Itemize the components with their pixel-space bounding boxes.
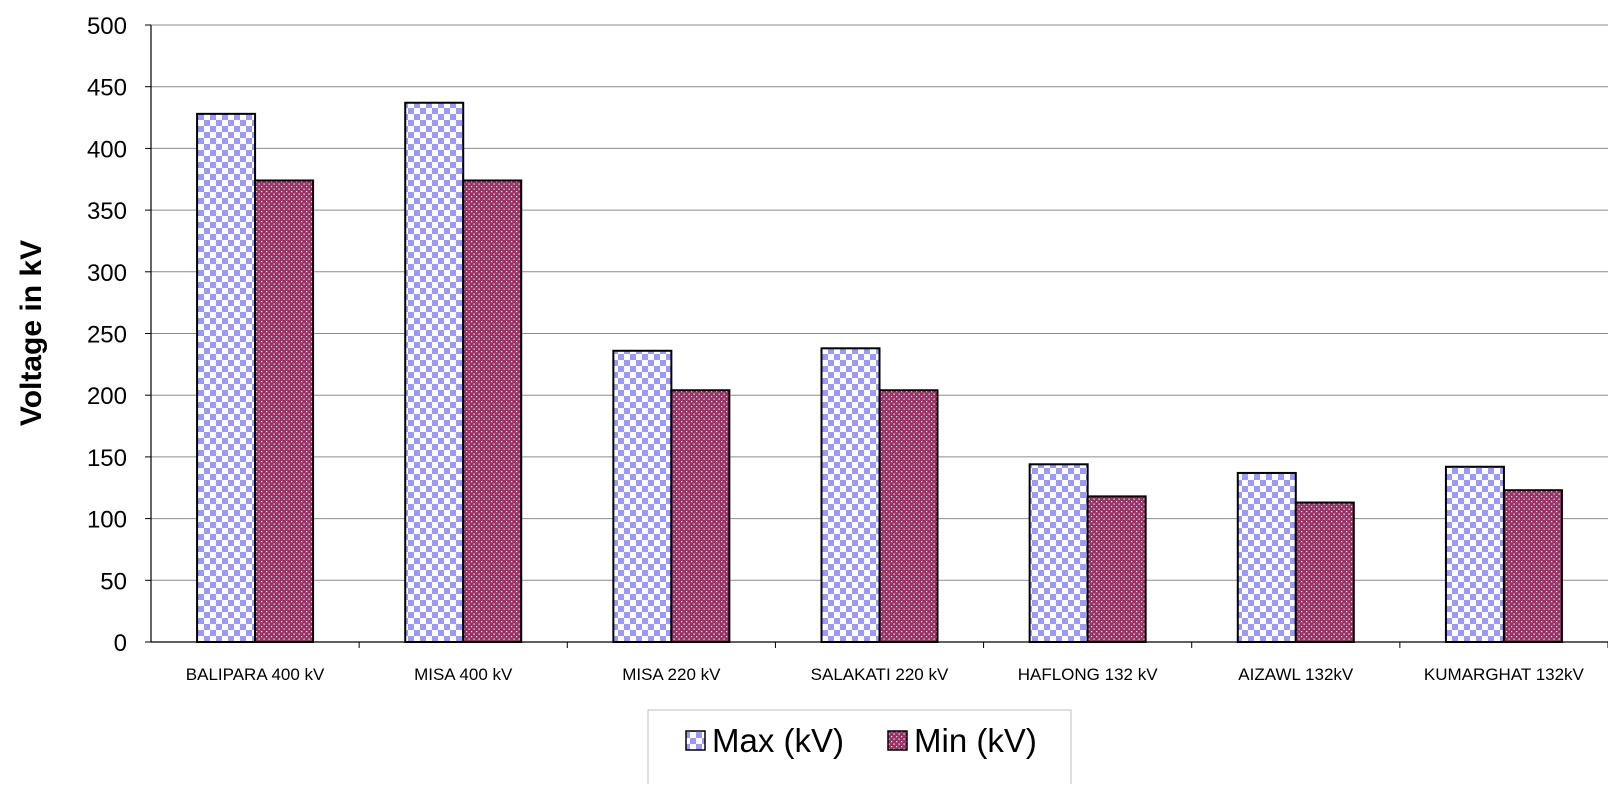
y-tick-label: 0	[114, 630, 127, 657]
legend-swatch-max	[685, 730, 706, 751]
min-bar-2	[462, 179, 523, 643]
max-bar-2	[404, 101, 465, 643]
x-tick-labels: BALIPARA 400 kV MISA 400 kV MISA 220 kV SAL…	[186, 665, 1585, 684]
min-bar-7	[1502, 489, 1563, 643]
y-tick-label: 450	[87, 75, 127, 102]
legend-label-min: Min (kV)	[914, 722, 1037, 759]
legend-swatch-min	[887, 730, 908, 751]
legend-box	[647, 709, 1072, 789]
bar-group	[196, 101, 1563, 644]
min-bar-5	[1086, 495, 1147, 643]
max-bar-1	[196, 112, 257, 643]
y-tick-label: 250	[87, 322, 127, 349]
max-bar-7	[1444, 465, 1505, 643]
x-tick-label: MISA 220 kV	[622, 665, 721, 684]
x-tick-label: KUMARGHAT 132kV	[1424, 665, 1585, 684]
y-tick-label: 50	[100, 568, 127, 595]
y-tick-label: 200	[87, 383, 127, 410]
x-tick-label: MISA 400 kV	[414, 665, 513, 684]
y-tick-labels: 0 50 100 150 200 250 300 350 400 450 500	[87, 13, 127, 657]
y-tick-label: 400	[87, 136, 127, 163]
min-bar-4	[878, 389, 939, 643]
y-tick-label: 150	[87, 445, 127, 472]
max-bar-3	[612, 349, 673, 643]
max-bar-5	[1028, 463, 1089, 643]
axes	[145, 24, 1608, 648]
min-bar-3	[670, 389, 731, 643]
y-tick-label: 500	[87, 13, 127, 40]
x-tick-label: BALIPARA 400 kV	[186, 665, 325, 684]
legend-label-max: Max (kV)	[712, 722, 844, 759]
y-axis-label: Voltage in kV	[15, 240, 48, 426]
grid-lines	[151, 24, 1608, 581]
legend: Max (kV) Min (kV)	[647, 709, 1072, 789]
x-tick-label: AIZAWL 132kV	[1238, 665, 1354, 684]
y-tick-label: 350	[87, 198, 127, 225]
y-tick-label: 300	[87, 260, 127, 287]
min-bar-6	[1294, 501, 1355, 644]
x-tick-label: HAFLONG 132 kV	[1018, 665, 1158, 684]
y-tick-label: 100	[87, 507, 127, 534]
max-bar-6	[1236, 471, 1297, 643]
max-bar-4	[820, 347, 881, 643]
x-tick-label: SALAKATI 220 kV	[811, 665, 949, 684]
min-bar-1	[254, 179, 315, 643]
